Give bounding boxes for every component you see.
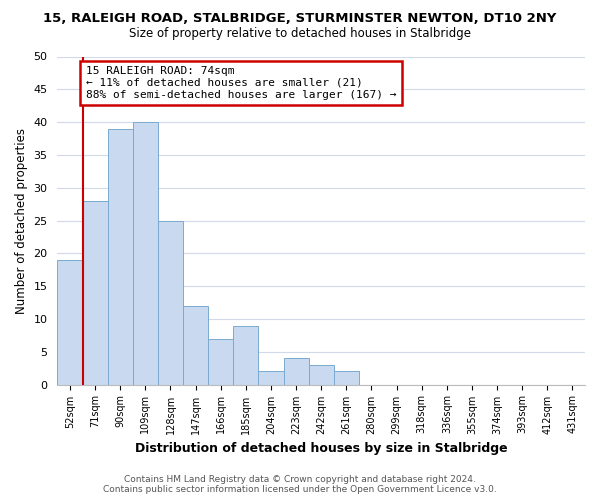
- Bar: [58, 260, 83, 384]
- Bar: [183, 306, 208, 384]
- Bar: [233, 326, 259, 384]
- Bar: [158, 220, 183, 384]
- X-axis label: Distribution of detached houses by size in Stalbridge: Distribution of detached houses by size …: [135, 442, 508, 455]
- Bar: [334, 372, 359, 384]
- Bar: [308, 365, 334, 384]
- Bar: [133, 122, 158, 384]
- Bar: [259, 372, 284, 384]
- Bar: [284, 358, 308, 384]
- Text: Size of property relative to detached houses in Stalbridge: Size of property relative to detached ho…: [129, 28, 471, 40]
- Bar: [107, 128, 133, 384]
- Bar: [208, 338, 233, 384]
- Text: 15 RALEIGH ROAD: 74sqm
← 11% of detached houses are smaller (21)
88% of semi-det: 15 RALEIGH ROAD: 74sqm ← 11% of detached…: [86, 66, 396, 100]
- Text: Contains HM Land Registry data © Crown copyright and database right 2024.
Contai: Contains HM Land Registry data © Crown c…: [103, 474, 497, 494]
- Bar: [83, 201, 107, 384]
- Y-axis label: Number of detached properties: Number of detached properties: [15, 128, 28, 314]
- Text: 15, RALEIGH ROAD, STALBRIDGE, STURMINSTER NEWTON, DT10 2NY: 15, RALEIGH ROAD, STALBRIDGE, STURMINSTE…: [43, 12, 557, 26]
